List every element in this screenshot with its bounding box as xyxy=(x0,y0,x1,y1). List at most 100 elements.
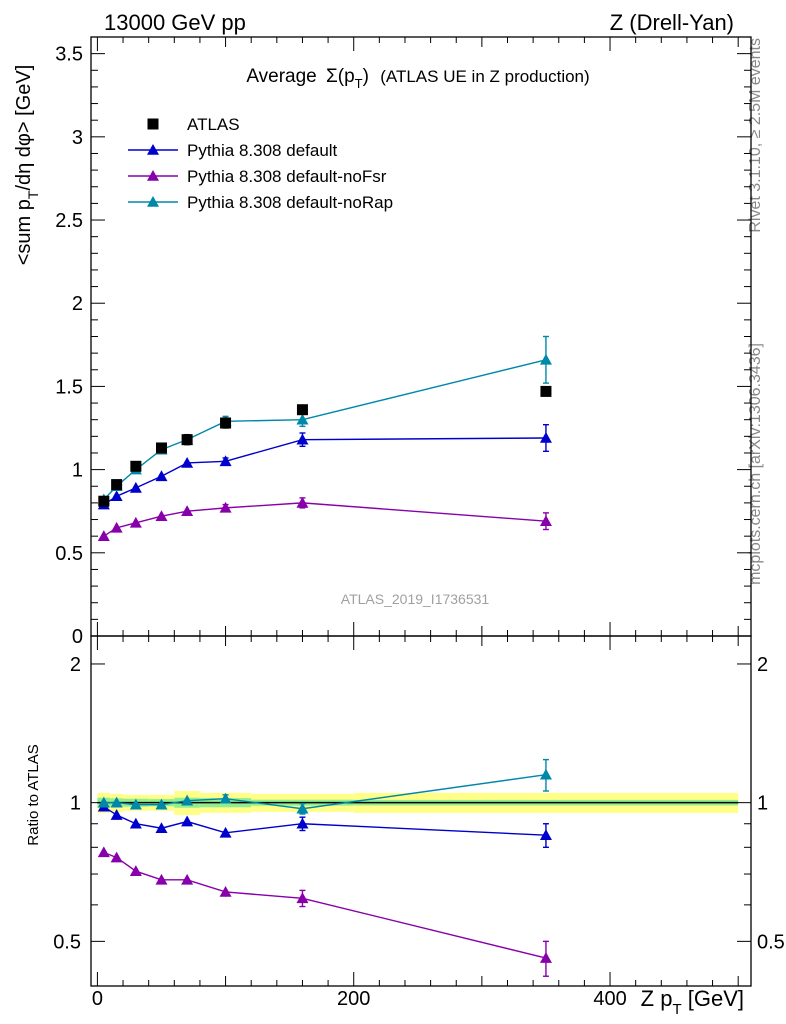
main-point-atlas xyxy=(98,495,110,507)
x-axis-label: Z pT [GeV] xyxy=(641,986,744,1018)
ratio-point-default xyxy=(539,829,552,840)
main-series-line-noRap xyxy=(103,359,547,501)
ratio-y-tick-label-right: 1 xyxy=(757,793,768,815)
main-series-line-default xyxy=(103,437,546,506)
ratio-point-noRap xyxy=(110,796,123,808)
main-point-default xyxy=(181,456,194,468)
main-point-atlas xyxy=(540,385,552,397)
main-point-atlas xyxy=(111,479,123,491)
ratio-y-label: Ratio to ATLAS xyxy=(25,744,42,845)
ratio-point-noFsr xyxy=(181,873,194,885)
main-series-noFsr xyxy=(97,496,552,541)
main-point-noFsr xyxy=(296,496,309,508)
ratio-point-noRap xyxy=(129,798,142,810)
ratio-series-default xyxy=(97,800,552,849)
main-point-atlas xyxy=(181,434,193,446)
y-tick-label: 0 xyxy=(72,626,83,648)
ratio-point-default xyxy=(129,817,142,829)
legend-marker xyxy=(147,196,159,207)
ratio-y-tick-label-left: 2 xyxy=(70,654,81,676)
side-text-bottom: mcplots.cern.ch [arXiv:1306.3436] xyxy=(747,343,764,585)
main-point-atlas xyxy=(130,460,142,472)
y-tick-label: 3 xyxy=(72,127,83,149)
ratio-y-tick-label-right: 2 xyxy=(757,654,768,676)
legend-label: Pythia 8.308 default-noFsr xyxy=(187,167,387,186)
ratio-y-tick-label-left: 0.5 xyxy=(53,931,81,953)
main-point-atlas xyxy=(296,404,308,416)
ratio-point-noFsr xyxy=(129,865,142,876)
ratio-band xyxy=(97,790,739,816)
main-title: Average Σ(pT) (ATLAS UE in Z production) xyxy=(246,66,589,91)
x-tick-label: 400 xyxy=(593,988,626,1010)
ratio-point-default xyxy=(110,809,123,820)
x-tick-label: 0 xyxy=(92,988,103,1010)
ratio-point-default xyxy=(219,826,232,838)
main-point-noFsr xyxy=(155,510,168,521)
main-y-label: <sum pT/dη dφ> [GeV] xyxy=(13,65,41,266)
legend-item-atlas: ATLAS xyxy=(147,115,240,134)
y-tick-label: 1 xyxy=(72,460,83,482)
ratio-frame xyxy=(90,635,752,987)
main-series-atlas xyxy=(98,385,552,507)
main-point-noFsr xyxy=(219,501,232,513)
ratio-series-line-noFsr xyxy=(103,851,547,959)
main-series-line-noFsr xyxy=(103,502,547,537)
ratio-point-noFsr xyxy=(155,873,168,885)
main-point-default xyxy=(155,470,168,482)
main-point-default xyxy=(296,433,309,445)
legend-item-noRap: Pythia 8.308 default-noRap xyxy=(128,193,393,212)
main-point-default xyxy=(110,490,123,502)
ratio-point-noRap xyxy=(155,798,168,810)
header-left: 13000 GeV pp xyxy=(104,10,246,35)
main-point-default xyxy=(539,431,552,443)
main-point-noRap xyxy=(296,413,309,425)
legend-item-noFsr: Pythia 8.308 default-noFsr xyxy=(128,167,387,186)
ratio-point-noFsr xyxy=(219,885,232,897)
series-layer xyxy=(97,335,552,977)
ratio-y-tick-label-left: 1 xyxy=(70,793,81,815)
ratio-point-default xyxy=(181,815,194,827)
main-point-default xyxy=(129,481,142,493)
legend-marker xyxy=(147,118,159,130)
ratio-series-noFsr xyxy=(97,846,552,977)
main-point-noFsr xyxy=(97,530,110,541)
analysis-watermark: ATLAS_2019_I1736531 xyxy=(341,591,490,607)
ratio-point-noRap xyxy=(296,802,309,814)
ratio-point-noFsr xyxy=(110,851,123,863)
legend-marker xyxy=(147,144,159,155)
ratio-point-default xyxy=(155,822,168,834)
main-point-noFsr xyxy=(110,521,123,533)
legend-label: ATLAS xyxy=(187,115,240,134)
main-point-noFsr xyxy=(539,515,552,526)
y-tick-label: 1.5 xyxy=(55,376,83,398)
ratio-point-noRap xyxy=(181,794,194,806)
y-tick-label: 2.5 xyxy=(55,210,83,232)
main-point-atlas xyxy=(220,417,232,429)
legend-label: Pythia 8.308 default xyxy=(187,141,338,160)
header-right: Z (Drell-Yan) xyxy=(610,10,734,35)
ratio-point-noFsr xyxy=(296,892,309,904)
ratio-y-tick-label-right: 0.5 xyxy=(757,931,785,953)
ratio-series-noRap xyxy=(97,758,552,815)
legend-marker xyxy=(147,170,159,181)
legend: ATLAS Pythia 8.308 default Pythia 8.308 de… xyxy=(128,115,393,212)
main-point-default xyxy=(219,455,232,467)
y-tick-label: 3.5 xyxy=(55,44,83,66)
y-tick-label: 0.5 xyxy=(55,543,83,565)
y-tick-label: 2 xyxy=(72,293,83,315)
ratio-point-default xyxy=(296,817,309,829)
legend-item-default: Pythia 8.308 default xyxy=(128,141,338,160)
ratio-point-noFsr xyxy=(97,846,110,858)
ratio-point-noRap xyxy=(97,796,110,808)
ratio-point-noFsr xyxy=(539,952,552,963)
main-point-noFsr xyxy=(129,516,142,528)
legend-label: Pythia 8.308 default-noRap xyxy=(187,193,393,212)
main-series-default xyxy=(97,423,552,510)
ratio-point-noRap xyxy=(539,768,552,780)
main-point-atlas xyxy=(155,442,167,454)
main-point-noRap xyxy=(539,353,552,365)
ratio-point-noRap xyxy=(219,792,232,804)
main-point-noFsr xyxy=(181,505,194,517)
axes: 0 200 400 0 0.5 1 1.5 2 2.5 3 3.5 0.5 0.5 1 1 2 2 xyxy=(53,36,785,1010)
